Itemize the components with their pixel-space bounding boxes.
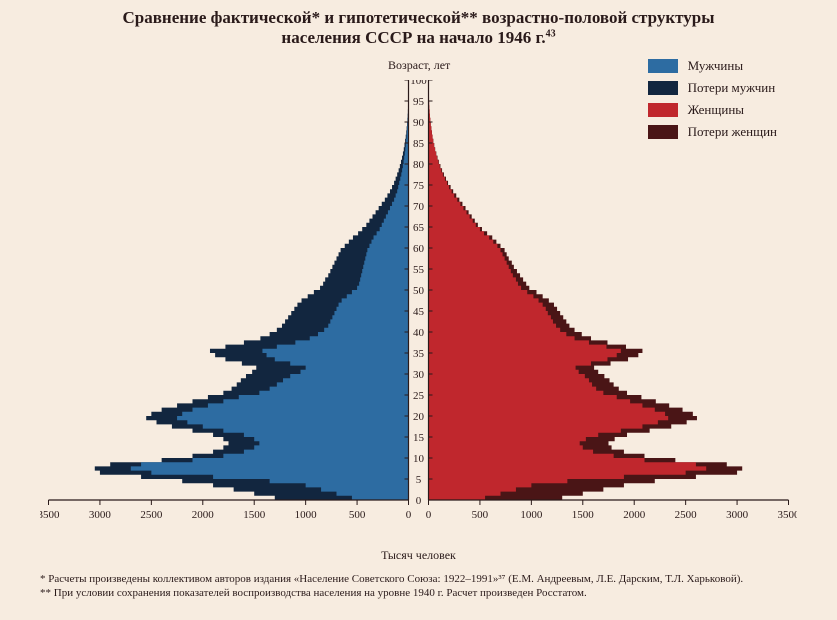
population-pyramid: 0 5 10 15 20 25 30 35 40 45 50 55 60 65 70 75 80 85 90 95 10…: [40, 80, 797, 530]
x-tick-label-left: 3500: [40, 509, 60, 521]
legend-item-men: Мужчины: [648, 58, 777, 74]
y-tick-label: 35: [413, 348, 425, 360]
legend-swatch-men: [648, 59, 678, 73]
y-axis-title: Возраст, лет: [388, 58, 450, 73]
x-tick-label-left: 1000: [295, 509, 318, 521]
footnote-1: * Расчеты произведены коллективом авторо…: [40, 573, 797, 587]
x-tick-label-right: 1500: [572, 509, 595, 521]
page: { "title_line1": "Сравнение фактической*…: [0, 0, 837, 620]
y-tick-label: 60: [413, 243, 425, 255]
y-tick-label: 30: [413, 369, 425, 381]
y-tick-label: 15: [413, 432, 425, 444]
y-tick-label: 55: [413, 264, 425, 276]
women-actual: [429, 80, 707, 500]
x-tick-label-right: 2000: [623, 509, 646, 521]
chart-title: Сравнение фактической* и гипотетической*…: [0, 8, 837, 49]
x-tick-label-right: 0: [426, 509, 432, 521]
y-tick-label: 5: [416, 474, 422, 486]
x-tick-label-left: 1500: [243, 509, 266, 521]
x-axis-title: Тысяч человек: [0, 548, 837, 563]
legend-label-men: Мужчины: [688, 58, 743, 74]
x-tick-label-right: 3500: [778, 509, 798, 521]
y-tick-label: 20: [413, 411, 425, 423]
footnote-2: ** При условии сохранения показателей во…: [40, 587, 797, 601]
men-actual: [131, 80, 409, 500]
x-tick-label-left: 500: [349, 509, 366, 521]
title-line-2: населения СССР на начало 1946 г.43: [0, 28, 837, 48]
y-tick-label: 85: [413, 138, 425, 150]
x-tick-label-left: 3000: [89, 509, 112, 521]
title-line-1: Сравнение фактической* и гипотетической*…: [0, 8, 837, 28]
y-tick-label: 10: [413, 453, 425, 465]
x-tick-label-right: 500: [472, 509, 489, 521]
y-tick-label: 70: [413, 201, 425, 213]
y-tick-label: 40: [413, 327, 425, 339]
x-tick-label-right: 3000: [726, 509, 749, 521]
x-tick-label-left: 0: [406, 509, 412, 521]
y-tick-label: 45: [413, 306, 425, 318]
y-tick-label: 90: [413, 117, 425, 129]
y-tick-label: 25: [413, 390, 425, 402]
y-tick-label: 100: [410, 80, 427, 87]
x-tick-label-left: 2500: [140, 509, 163, 521]
x-tick-label-left: 2000: [192, 509, 215, 521]
y-tick-label: 95: [413, 96, 425, 108]
y-tick-label: 65: [413, 222, 425, 234]
chart-area: 0 5 10 15 20 25 30 35 40 45 50 55 60 65 70 75 80 85 90 95 10…: [40, 80, 797, 530]
y-tick-label: 50: [413, 285, 425, 297]
y-tick-label: 80: [413, 159, 425, 171]
x-tick-label-right: 1000: [520, 509, 543, 521]
y-tick-label: 75: [413, 180, 425, 192]
y-tick-label: 0: [416, 495, 422, 507]
footnotes: * Расчеты произведены коллективом авторо…: [40, 573, 797, 601]
x-tick-label-right: 2500: [675, 509, 698, 521]
